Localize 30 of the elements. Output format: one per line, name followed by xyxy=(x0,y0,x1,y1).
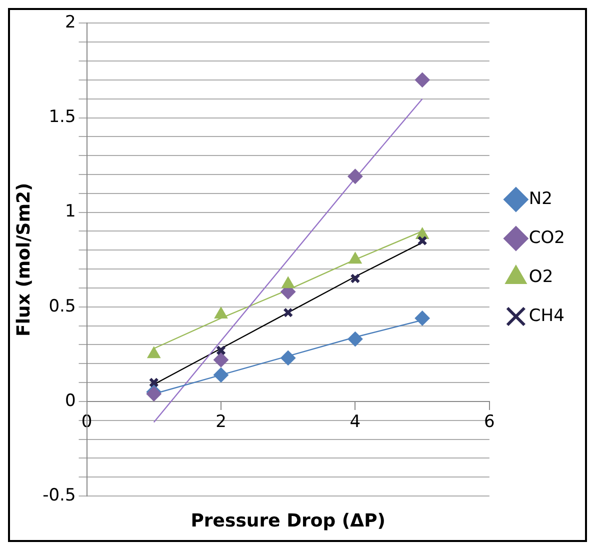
x-tick-label: 6 xyxy=(484,412,495,432)
legend-label: CH4 xyxy=(528,306,564,326)
y-tick-label: 0.5 xyxy=(48,296,76,316)
x-axis-title: Pressure Drop (ΔP) xyxy=(190,510,386,532)
legend-label: N2 xyxy=(528,188,552,209)
point xyxy=(417,236,428,246)
point xyxy=(280,350,296,366)
point xyxy=(350,273,360,284)
y-tick-label: 2 xyxy=(64,12,76,33)
point xyxy=(148,377,159,388)
point xyxy=(414,310,430,326)
point xyxy=(283,308,294,318)
point xyxy=(282,276,295,288)
point xyxy=(414,72,430,88)
x-tick-label: 4 xyxy=(350,412,361,432)
y-tick-label: 0 xyxy=(64,390,76,411)
point xyxy=(348,252,362,264)
y-tick-label: 1.5 xyxy=(48,107,76,128)
point xyxy=(216,345,226,356)
x-tick-label: 2 xyxy=(216,412,226,432)
point xyxy=(213,352,228,368)
point xyxy=(147,346,160,358)
legend-label: O2 xyxy=(528,266,554,287)
y-axis-title: Flux (mol/Sm2) xyxy=(13,182,34,336)
y-tick-label: 1 xyxy=(64,202,76,222)
point xyxy=(213,367,228,382)
legend-label: CO2 xyxy=(528,228,566,248)
y-tick-label: -0.5 xyxy=(42,485,76,506)
point xyxy=(348,168,363,184)
point xyxy=(348,332,363,347)
